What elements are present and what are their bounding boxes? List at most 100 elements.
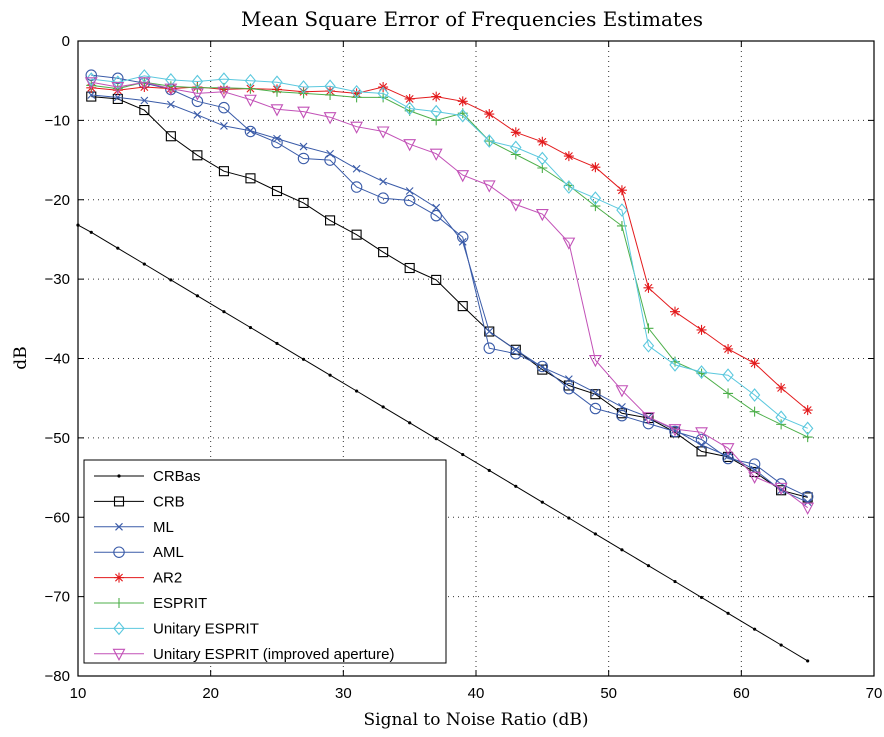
data-point bbox=[376, 126, 390, 139]
data-point bbox=[220, 122, 228, 130]
data-point bbox=[776, 382, 787, 393]
data-point bbox=[646, 564, 651, 568]
data-point bbox=[562, 237, 576, 250]
legend-label: AR2 bbox=[153, 570, 182, 587]
data-point bbox=[510, 149, 521, 160]
data-point bbox=[218, 72, 230, 86]
data-point bbox=[350, 181, 363, 193]
data-point bbox=[297, 106, 310, 119]
data-point bbox=[483, 342, 496, 354]
data-point bbox=[403, 101, 416, 116]
data-point bbox=[748, 471, 762, 484]
data-point bbox=[696, 324, 707, 335]
data-point bbox=[297, 152, 310, 165]
data-point bbox=[457, 96, 468, 107]
y-tick-label: −50 bbox=[45, 430, 70, 447]
legend-swatch-marker bbox=[117, 474, 121, 478]
plot-frame bbox=[77, 40, 875, 677]
data-point bbox=[165, 131, 176, 142]
data-point bbox=[749, 406, 760, 417]
data-point bbox=[590, 389, 601, 400]
x-tick-label: 60 bbox=[733, 685, 750, 702]
legend-label: Unitary ESPRIT (improved aperture) bbox=[153, 646, 394, 663]
data-point bbox=[139, 105, 150, 116]
data-point bbox=[140, 96, 149, 105]
data-point bbox=[535, 208, 549, 222]
data-point bbox=[270, 104, 284, 117]
y-tick-label: −30 bbox=[45, 271, 70, 288]
data-point bbox=[113, 93, 122, 102]
data-point bbox=[271, 136, 283, 149]
x-tick-label: 20 bbox=[202, 685, 219, 702]
data-point bbox=[222, 310, 226, 314]
data-point bbox=[245, 83, 256, 94]
data-point bbox=[564, 375, 573, 384]
series-line bbox=[91, 81, 808, 509]
data-point bbox=[748, 388, 761, 402]
data-point bbox=[378, 247, 389, 258]
series-ml bbox=[87, 91, 812, 507]
legend-box bbox=[83, 459, 447, 664]
data-point bbox=[510, 127, 521, 138]
data-point bbox=[726, 611, 730, 615]
legend-swatch-marker bbox=[113, 621, 125, 636]
data-point bbox=[642, 338, 655, 353]
data-point bbox=[482, 180, 496, 193]
data-point bbox=[408, 421, 412, 425]
data-point bbox=[510, 347, 522, 360]
data-point bbox=[87, 91, 96, 99]
legend-swatch-marker bbox=[115, 522, 123, 531]
data-point bbox=[323, 112, 337, 125]
y-tick-label: −60 bbox=[45, 509, 70, 526]
data-point bbox=[351, 229, 362, 240]
series-aml bbox=[85, 69, 814, 503]
series-line bbox=[91, 94, 808, 503]
data-point bbox=[404, 262, 415, 274]
legend-label: CRBas bbox=[153, 468, 201, 485]
data-point bbox=[670, 306, 680, 317]
series-line bbox=[91, 74, 808, 498]
data-point bbox=[112, 75, 124, 90]
legend-swatch-marker bbox=[114, 572, 124, 583]
data-point bbox=[112, 72, 124, 85]
data-point bbox=[111, 81, 125, 95]
data-point bbox=[563, 180, 575, 194]
data-point bbox=[591, 388, 600, 397]
data-point bbox=[403, 139, 417, 152]
data-point bbox=[775, 410, 787, 425]
y-axis-label: dB bbox=[11, 346, 31, 369]
data-point bbox=[324, 79, 336, 94]
data-point bbox=[217, 86, 231, 99]
data-point bbox=[457, 301, 468, 312]
data-point bbox=[588, 355, 602, 368]
data-point bbox=[801, 421, 814, 436]
legend-swatch-marker bbox=[113, 546, 125, 558]
data-point bbox=[195, 294, 199, 298]
data-point bbox=[430, 209, 442, 222]
data-point bbox=[275, 341, 279, 346]
legend-entry: AR2 bbox=[94, 570, 182, 587]
data-point bbox=[749, 358, 760, 369]
data-point bbox=[271, 185, 283, 197]
legend-entry: Unitary ESPRIT bbox=[94, 620, 259, 637]
series-crb bbox=[86, 91, 813, 503]
data-point bbox=[774, 482, 788, 496]
legend-label: ESPRIT bbox=[153, 595, 207, 612]
legend-label: AML bbox=[153, 544, 184, 561]
data-point bbox=[429, 148, 443, 161]
data-point bbox=[89, 230, 93, 234]
data-point bbox=[85, 69, 98, 81]
data-point bbox=[378, 92, 389, 103]
data-point bbox=[434, 437, 438, 441]
data-point bbox=[298, 197, 309, 208]
data-point bbox=[190, 88, 204, 101]
data-point bbox=[801, 502, 815, 515]
data-point bbox=[510, 140, 522, 155]
data-point bbox=[430, 104, 442, 119]
x-tick-label: 10 bbox=[70, 685, 87, 702]
data-point bbox=[777, 486, 786, 495]
x-tick-label: 50 bbox=[600, 685, 617, 702]
data-point bbox=[590, 162, 601, 173]
series-group bbox=[76, 69, 815, 663]
data-point bbox=[748, 458, 761, 470]
